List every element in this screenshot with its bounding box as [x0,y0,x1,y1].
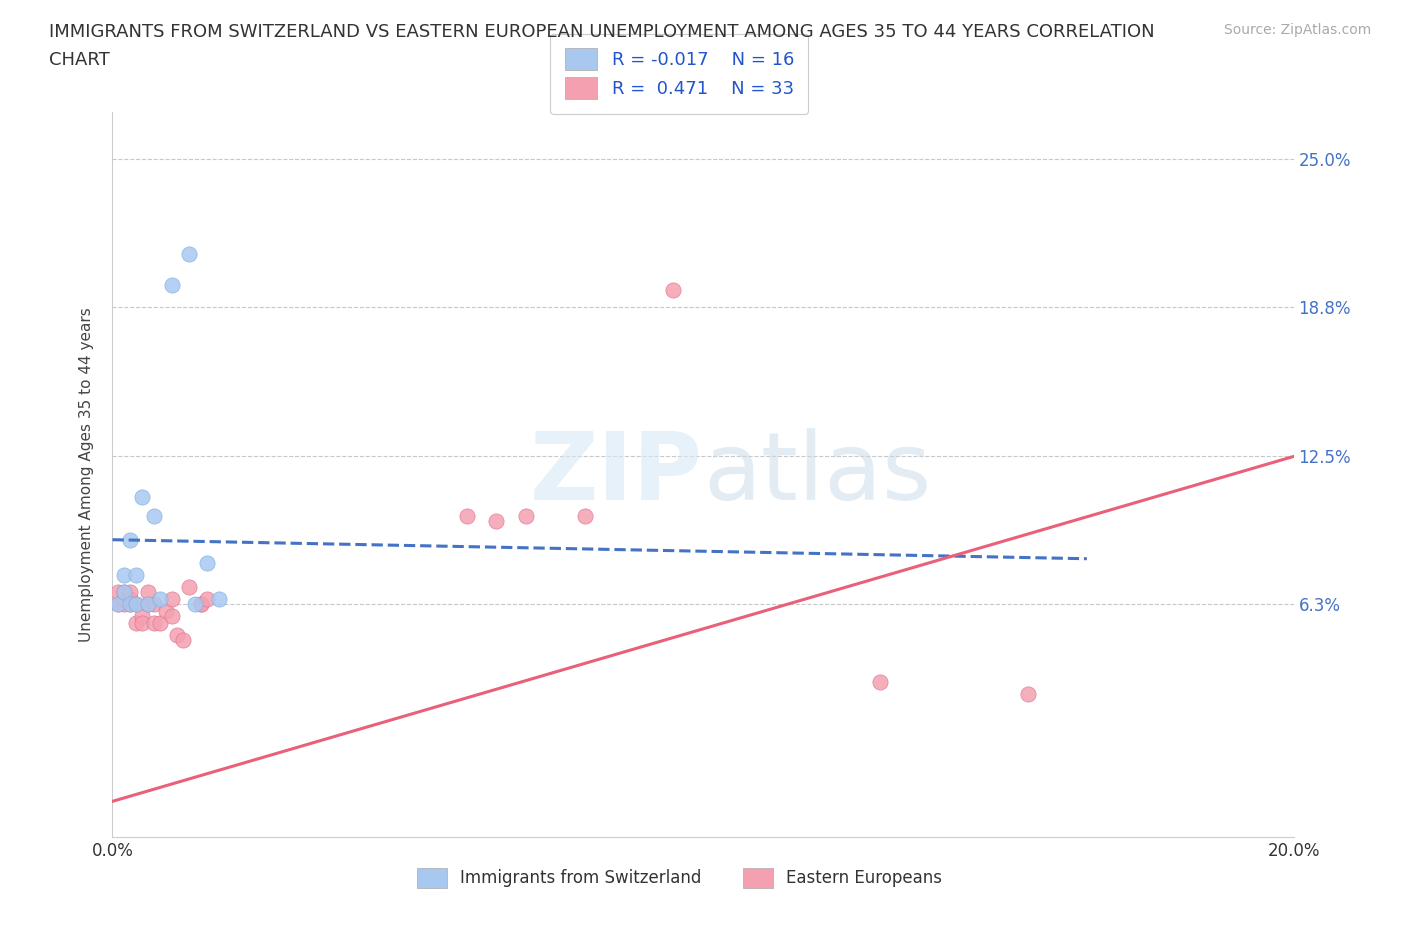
Text: IMMIGRANTS FROM SWITZERLAND VS EASTERN EUROPEAN UNEMPLOYMENT AMONG AGES 35 TO 44: IMMIGRANTS FROM SWITZERLAND VS EASTERN E… [49,23,1154,41]
Point [662,283,685,298]
Point [112,591,135,606]
Point [142,596,165,611]
Point [136,596,159,611]
Point [131,489,153,504]
Point [112,585,135,600]
Text: atlas: atlas [703,429,931,520]
Point [120,585,142,600]
Point [190,596,212,611]
Point [195,591,218,606]
Point [120,591,142,606]
Point [136,585,159,600]
Point [131,616,153,631]
Point [107,596,129,611]
Point [112,568,135,583]
Point [160,278,183,293]
Point [149,616,172,631]
Point [142,616,165,631]
Point [125,596,148,611]
Legend: Immigrants from Switzerland, Eastern Europeans: Immigrants from Switzerland, Eastern Eur… [404,855,956,901]
Point [179,246,201,261]
Point [112,585,135,600]
Point [179,579,201,594]
Point [1017,687,1039,702]
Point [160,608,183,623]
Point [208,591,231,606]
Point [125,616,148,631]
Point [107,596,129,611]
Text: ZIP: ZIP [530,429,703,520]
Point [125,568,148,583]
Y-axis label: Unemployment Among Ages 35 to 44 years: Unemployment Among Ages 35 to 44 years [79,307,94,642]
Point [160,591,183,606]
Point [120,532,142,547]
Point [136,596,159,611]
Point [125,596,148,611]
Point [869,675,891,690]
Point [574,509,596,524]
Text: Source: ZipAtlas.com: Source: ZipAtlas.com [1223,23,1371,37]
Point [485,513,508,528]
Text: CHART: CHART [49,51,110,69]
Point [184,596,207,611]
Point [149,591,172,606]
Point [172,632,194,647]
Point [131,608,153,623]
Point [190,596,212,611]
Point [142,509,165,524]
Point [120,596,142,611]
Point [515,509,537,524]
Point [107,585,129,600]
Point [195,556,218,571]
Point [456,509,478,524]
Point [112,596,135,611]
Point [120,596,142,611]
Point [155,604,177,618]
Point [166,628,188,643]
